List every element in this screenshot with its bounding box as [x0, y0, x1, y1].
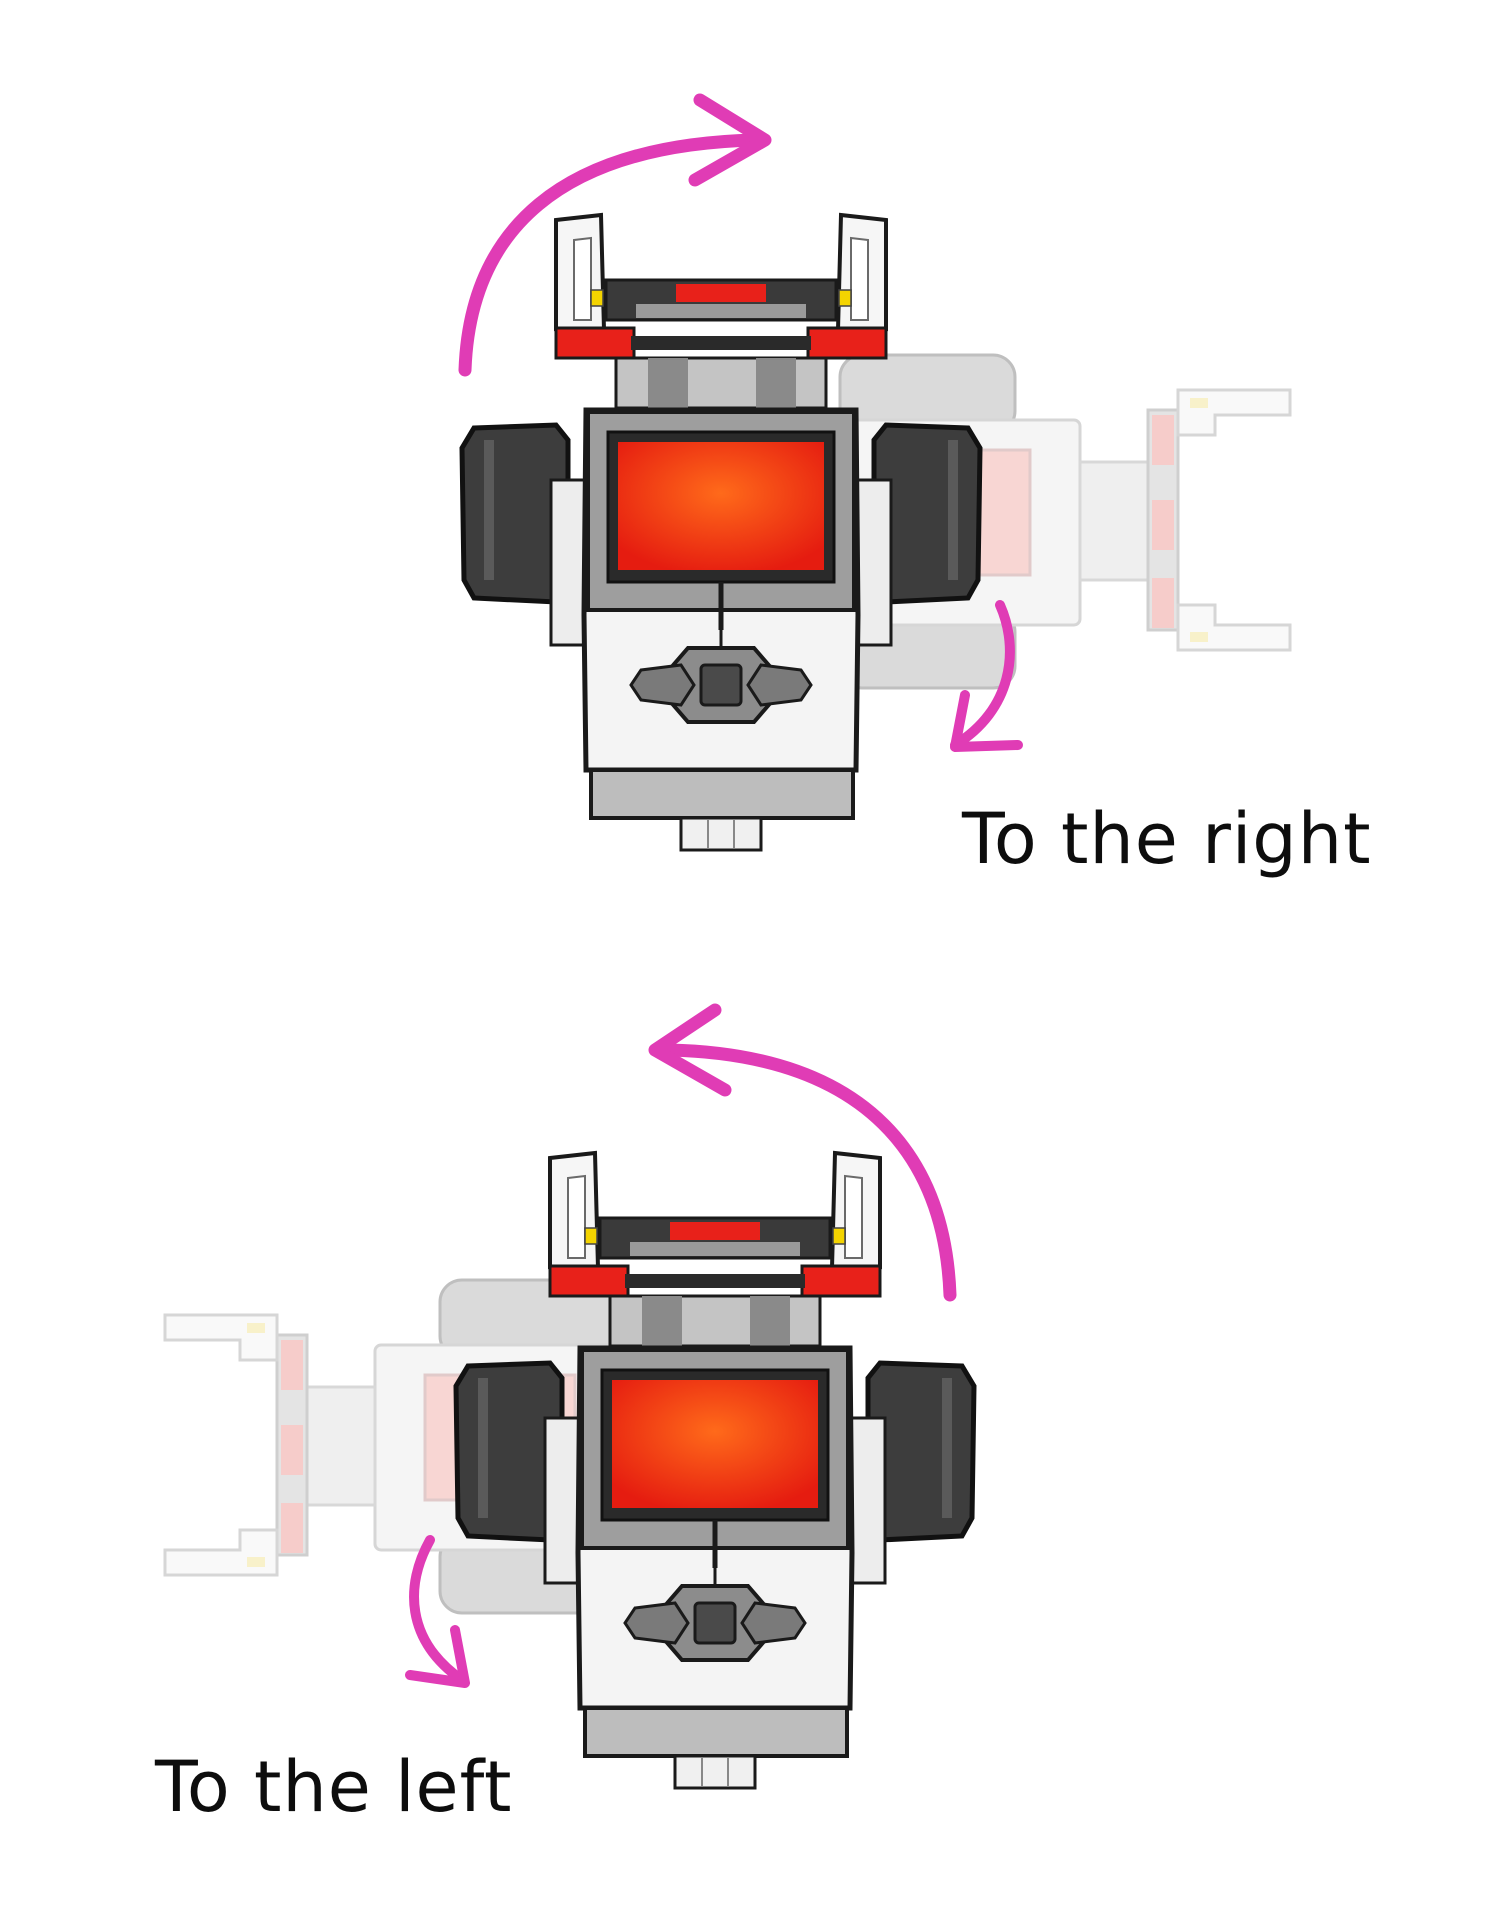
- robot-top-view-icon: [462, 215, 980, 850]
- curved-arrow-counterclockwise-icon: [648, 1003, 957, 1302]
- panel-left-turn: [163, 1003, 974, 1788]
- panel-right-turn: [458, 93, 1292, 850]
- robot-top-view-icon: [456, 1153, 974, 1788]
- curved-arrow-clockwise-icon: [458, 93, 772, 377]
- caption-to-the-left: To the left: [155, 1746, 513, 1828]
- caption-to-the-right: To the right: [962, 798, 1372, 880]
- curved-arrow-down-icon: [405, 1535, 470, 1688]
- curved-arrow-down-icon: [950, 600, 1023, 752]
